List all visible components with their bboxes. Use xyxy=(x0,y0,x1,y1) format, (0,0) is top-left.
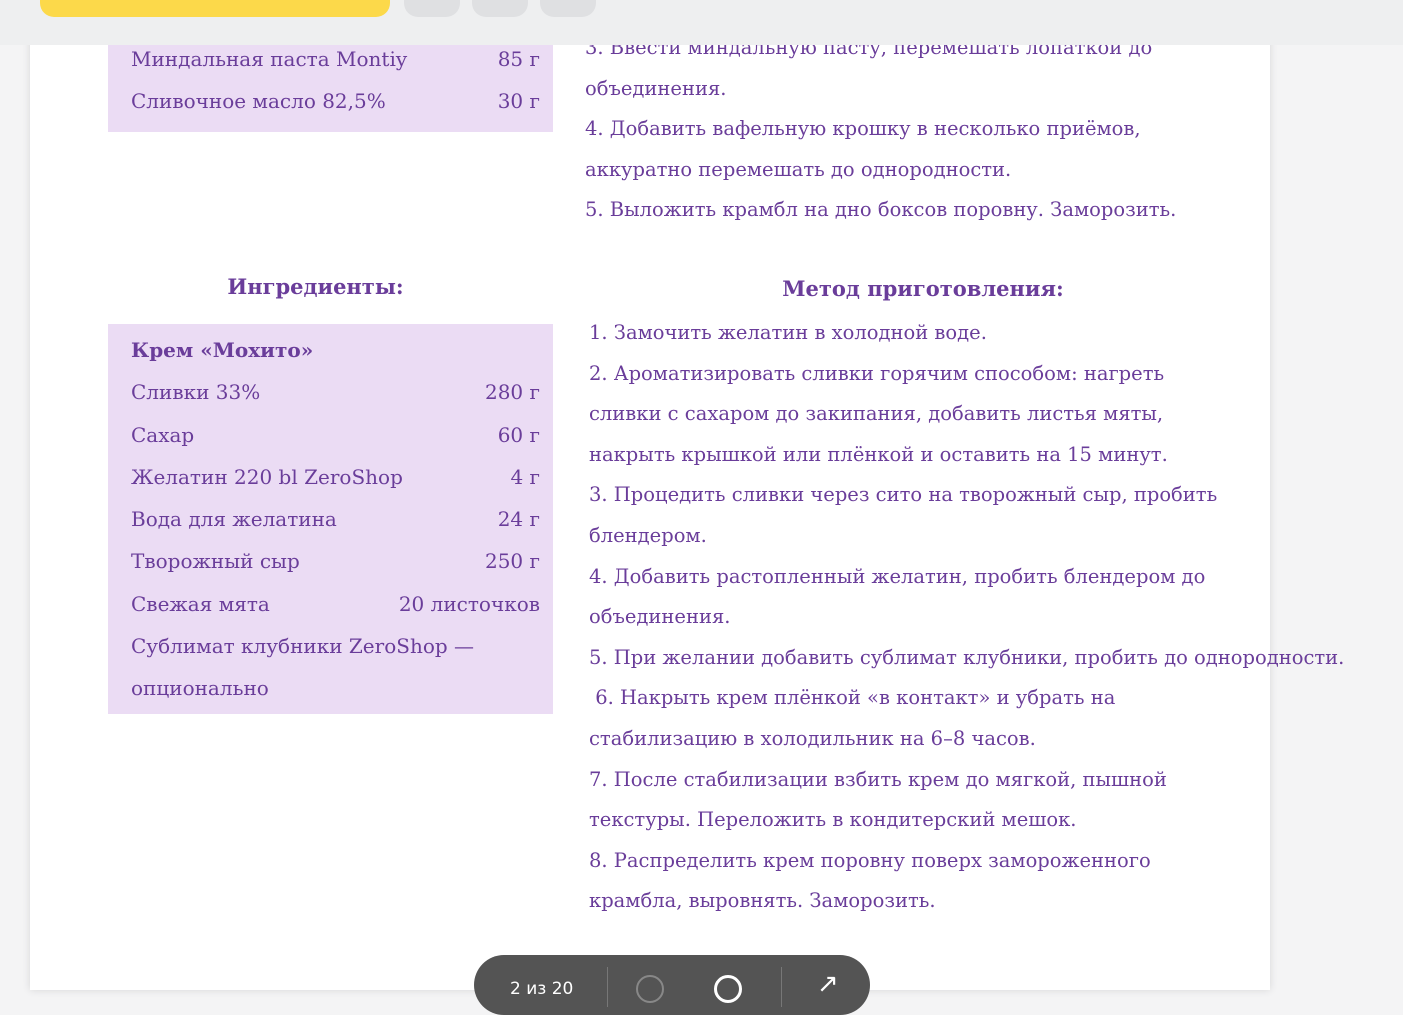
ingredient-name: Творожный сыр xyxy=(131,549,300,574)
ingredient-name: Сливки 33% xyxy=(131,380,261,405)
step: 3. Процедить сливки через сито на творож… xyxy=(589,483,1218,547)
step: 2. Ароматизировать сливки горячим способ… xyxy=(589,361,1168,466)
ingredient-name: Сахар xyxy=(131,422,195,447)
ingredient-name: Вода для желатина xyxy=(131,507,337,532)
ingredient-qty: 24 г xyxy=(497,507,540,532)
method-steps-1: 3. Ввести миндальную пасту, перемешать л… xyxy=(585,28,1225,231)
step: 5. Выложить крамбл на дно боксов поровну… xyxy=(585,198,1177,222)
method-title: Метод приготовления: xyxy=(782,276,1064,301)
zoom-out-icon[interactable] xyxy=(636,975,664,1003)
top-toolbar xyxy=(0,0,1403,45)
ingredient-row: Сублимат клубники ZeroShop — опционально xyxy=(131,634,475,701)
ingredient-name: Свежая мята xyxy=(131,591,270,616)
ingredient-row: Сливочное масло 82,5% 30 г xyxy=(131,80,540,122)
step: 6. Накрыть крем плёнкой «в контакт» и уб… xyxy=(589,686,1122,750)
step: 4. Добавить растопленный желатин, пробит… xyxy=(589,564,1206,629)
ingredient-row: Вода для желатина 24 г xyxy=(131,498,540,540)
ingredient-qty: 280 г xyxy=(484,380,540,405)
ingredient-row: Сливки 33% 280 г xyxy=(131,371,540,413)
step: 8. Распределить крем поровну поверх замо… xyxy=(589,848,1151,913)
toolbar-button-2[interactable] xyxy=(472,0,528,17)
step: 5. При желании добавить сублимат клубник… xyxy=(589,645,1345,669)
ingredients-box-2: Крем «Мохито» Сливки 33% 280 г Сахар 60 г … xyxy=(108,324,553,714)
toolbar-button-1[interactable] xyxy=(404,0,460,17)
ingredient-name: Миндальная паста Montiy xyxy=(131,47,408,71)
viewer-toolbar: 2 из 20 ↗ xyxy=(474,955,870,1015)
page-indicator: 2 из 20 xyxy=(510,979,574,999)
divider xyxy=(781,967,782,1007)
ingredient-name: Желатин 220 bl ZeroShop xyxy=(131,464,403,489)
section-title: Крем «Мохито» xyxy=(131,329,540,371)
zoom-in-icon[interactable] xyxy=(714,975,742,1003)
ingredient-qty: 4 г xyxy=(510,464,540,489)
ingredient-qty: 60 г xyxy=(497,422,540,447)
ingredient-row: Миндальная паста Montiy 85 г xyxy=(131,38,540,80)
toolbar-button-3[interactable] xyxy=(540,0,596,17)
ingredient-row: Сахар 60 г xyxy=(131,414,540,456)
ingredients-title: Ингредиенты: xyxy=(227,274,404,299)
primary-button[interactable] xyxy=(40,0,390,17)
ingredient-row: Желатин 220 bl ZeroShop 4 г xyxy=(131,456,540,498)
ingredient-row: Творожный сыр 250 г xyxy=(131,540,540,582)
method-steps-2: 1. Замочить желатин в холодной воде. 2. … xyxy=(589,313,1345,922)
ingredients-box-1: Миндальная паста Montiy 85 г Сливочное ма… xyxy=(108,38,553,132)
ingredient-qty: 85 г xyxy=(497,47,540,71)
ingredient-name: Сливочное масло 82,5% xyxy=(131,89,386,114)
divider xyxy=(607,967,608,1007)
ingredient-qty: 30 г xyxy=(497,89,540,114)
step: 7. После стабилизации взбить крем до мяг… xyxy=(589,767,1167,832)
ingredient-qty: 20 листочков xyxy=(398,591,540,616)
step: 4. Добавить вафельную крошку в несколько… xyxy=(585,117,1141,181)
section-title-text: Крем «Мохито» xyxy=(131,338,314,362)
ingredient-row: Свежая мята 20 листочков xyxy=(131,583,540,625)
step: 1. Замочить желатин в холодной воде. xyxy=(589,321,987,344)
expand-icon[interactable]: ↗ xyxy=(817,969,839,999)
ingredient-qty: 250 г xyxy=(484,549,540,574)
